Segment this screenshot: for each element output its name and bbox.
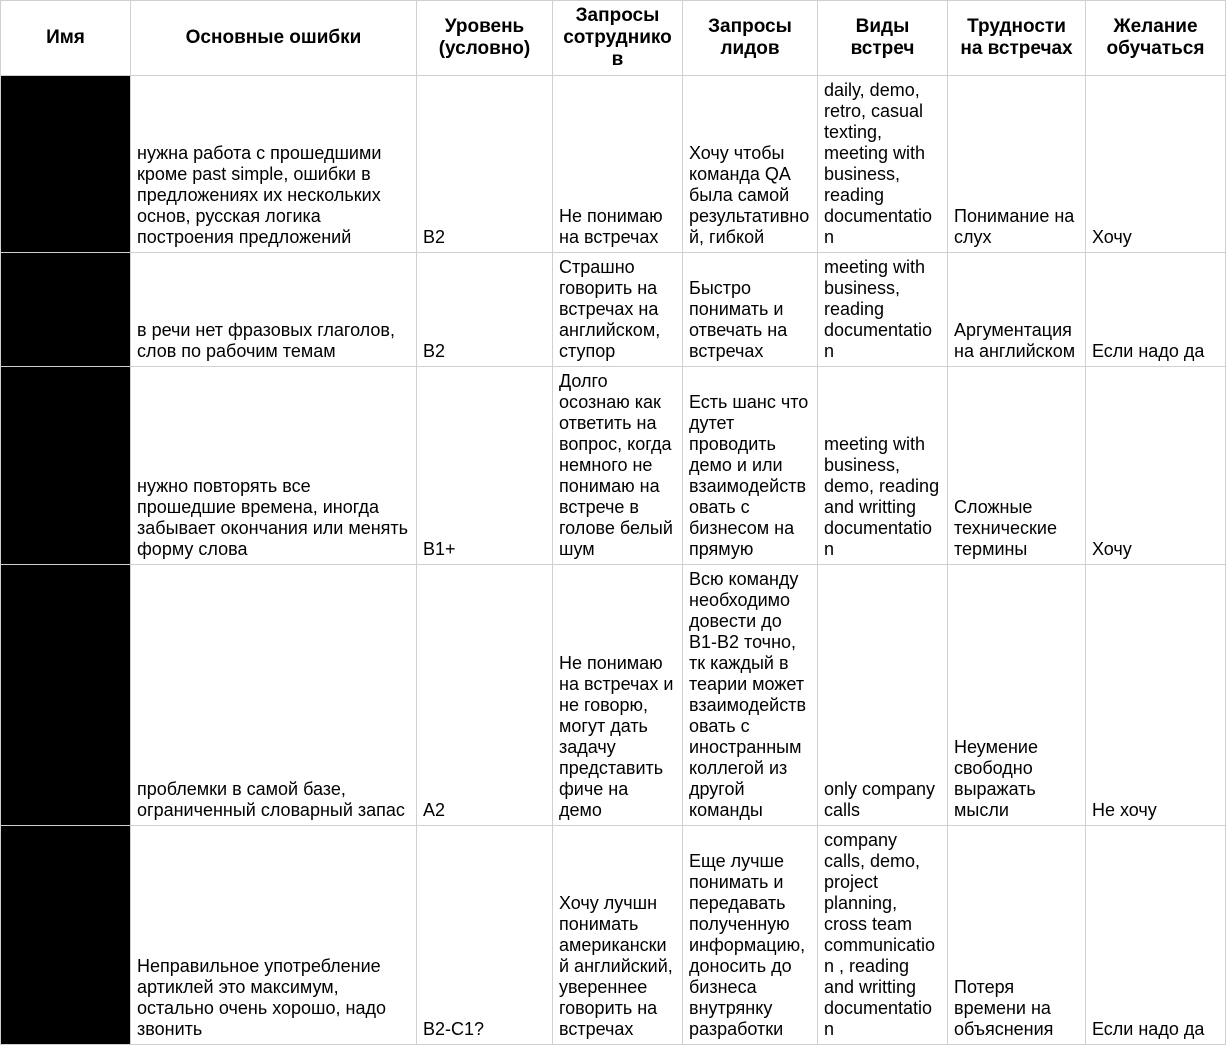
cell-lead-requests: Еще лучше понимать и передавать полученн… (683, 826, 818, 1045)
cell-name (1, 253, 131, 367)
col-header-emp-requests: Запросы сотрудников (553, 1, 683, 76)
col-header-meetings: Виды встреч (818, 1, 948, 76)
cell-name (1, 565, 131, 826)
assessment-table: Имя Основные ошибки Уровень (условно) За… (0, 0, 1226, 1045)
cell-errors: Неправильное употребление артиклей это м… (131, 826, 417, 1045)
cell-emp-requests: Не понимаю на встречах (553, 76, 683, 253)
cell-name (1, 76, 131, 253)
cell-lead-requests: Хочу чтобы команда QA была самой результ… (683, 76, 818, 253)
cell-name (1, 826, 131, 1045)
cell-emp-requests: Не понимаю на встречах и не говорю, могу… (553, 565, 683, 826)
cell-level: B2 (417, 76, 553, 253)
cell-difficulties: Понимание на слух (948, 76, 1086, 253)
cell-difficulties: Потеря времени на объяснения (948, 826, 1086, 1045)
cell-errors: проблемки в самой базе, ограниченный сло… (131, 565, 417, 826)
cell-emp-requests: Хочу лучшн понимать американский английс… (553, 826, 683, 1045)
table-body: нужна работа с прошедшими кроме past sim… (1, 76, 1226, 1045)
cell-difficulties: Сложные технические термины (948, 367, 1086, 565)
cell-meetings: meeting with business, demo, reading and… (818, 367, 948, 565)
col-header-level: Уровень (условно) (417, 1, 553, 76)
cell-difficulties: Неумение свободно выражать мысли (948, 565, 1086, 826)
cell-level: B2-C1? (417, 826, 553, 1045)
cell-lead-requests: Быстро понимать и отвечать на встречах (683, 253, 818, 367)
cell-desire: Хочу (1086, 76, 1226, 253)
cell-lead-requests: Всю команду необходимо довести до B1-B2 … (683, 565, 818, 826)
cell-level: B2 (417, 253, 553, 367)
cell-meetings: only company calls (818, 565, 948, 826)
cell-errors: в речи нет фразовых глаголов, слов по ра… (131, 253, 417, 367)
col-header-lead-requests: Запросы лидов (683, 1, 818, 76)
cell-emp-requests: Долго осознаю как ответить на вопрос, ко… (553, 367, 683, 565)
cell-meetings: daily, demo, retro, casual texting, meet… (818, 76, 948, 253)
cell-meetings: meeting with business, reading documenta… (818, 253, 948, 367)
cell-meetings: company calls, demo, project planning, c… (818, 826, 948, 1045)
cell-name (1, 367, 131, 565)
cell-level: A2 (417, 565, 553, 826)
cell-errors: нужна работа с прошедшими кроме past sim… (131, 76, 417, 253)
cell-desire: Если надо да (1086, 253, 1226, 367)
table-row: нужно повторять все прошедшие времена, и… (1, 367, 1226, 565)
table-row: Неправильное употребление артиклей это м… (1, 826, 1226, 1045)
cell-desire: Хочу (1086, 367, 1226, 565)
table-row: в речи нет фразовых глаголов, слов по ра… (1, 253, 1226, 367)
header-row: Имя Основные ошибки Уровень (условно) За… (1, 1, 1226, 76)
cell-desire: Не хочу (1086, 565, 1226, 826)
cell-errors: нужно повторять все прошедшие времена, и… (131, 367, 417, 565)
col-header-desire: Желание обучаться (1086, 1, 1226, 76)
cell-difficulties: Аргументация на английском (948, 253, 1086, 367)
table-row: нужна работа с прошедшими кроме past sim… (1, 76, 1226, 253)
cell-lead-requests: Есть шанс что дутет проводить демо и или… (683, 367, 818, 565)
col-header-name: Имя (1, 1, 131, 76)
col-header-errors: Основные ошибки (131, 1, 417, 76)
col-header-difficulties: Трудности на встречах (948, 1, 1086, 76)
table-row: проблемки в самой базе, ограниченный сло… (1, 565, 1226, 826)
cell-emp-requests: Страшно говорить на встречах на английск… (553, 253, 683, 367)
cell-level: B1+ (417, 367, 553, 565)
cell-desire: Если надо да (1086, 826, 1226, 1045)
